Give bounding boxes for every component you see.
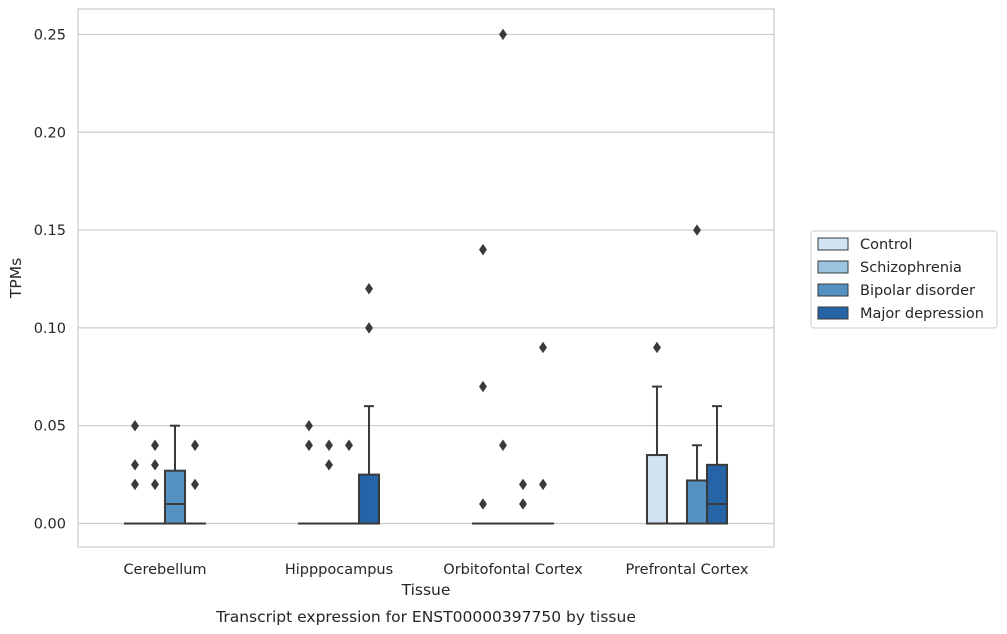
x-tick-label: Orbitofontal Cortex (443, 562, 583, 578)
outlier-point (479, 498, 487, 510)
outlier-point (151, 459, 159, 471)
outlier-point (365, 283, 373, 295)
outlier-point (151, 439, 159, 451)
outlier-point (539, 341, 547, 354)
outlier-point (151, 478, 159, 491)
outlier-point (499, 439, 507, 451)
box-body (686, 479, 709, 525)
outlier-point (345, 439, 353, 451)
y-axis-label: TPMs (7, 258, 25, 299)
legend-swatch-bipolar-disorder (817, 283, 849, 297)
outlier-point (653, 341, 661, 354)
legend-label: Major depression (860, 306, 984, 322)
x-axis-label: Tissue (401, 581, 451, 599)
outlier-point (479, 380, 487, 393)
outlier-points (131, 28, 701, 510)
outlier-point (693, 224, 701, 236)
outlier-point (479, 243, 487, 256)
legend-items: Control Schizophrenia Bipolar disorder Majo… (817, 237, 984, 322)
y-tick-label: 0.05 (34, 419, 66, 435)
outlier-point (365, 322, 373, 334)
box-body (358, 473, 381, 525)
figure-caption: Transcript expression for ENST0000039775… (215, 608, 636, 626)
y-axis-ticks: 0.00 0.05 0.10 0.15 0.20 0.25 (34, 27, 66, 532)
x-axis-ticks: Cerebellum Hipppocampus Orbitofontal Corte… (123, 562, 748, 578)
y-tick-label: 0.00 (34, 517, 66, 533)
outlier-point (131, 478, 139, 491)
box-body (645, 454, 668, 525)
legend-label: Bipolar disorder (860, 283, 975, 299)
legend-frame (810, 230, 998, 329)
box-body (706, 463, 729, 525)
x-tick-label: Cerebellum (123, 562, 206, 578)
y-tick-label: 0.15 (34, 223, 66, 239)
outlier-point (305, 419, 313, 432)
outlier-point (131, 459, 139, 471)
outlier-point (325, 459, 333, 471)
legend-label: Control (860, 237, 912, 253)
y-tick-label: 0.10 (34, 321, 66, 337)
outlier-point (519, 498, 527, 510)
box-control (645, 385, 668, 525)
outlier-point (191, 439, 199, 451)
legend: Control Schizophrenia Bipolar disorder Majo… (810, 230, 998, 329)
box-bipolar-disorder (164, 424, 187, 525)
box-bipolar-disorder (686, 444, 709, 525)
outlier-point (191, 478, 199, 491)
outlier-point (305, 439, 313, 451)
legend-swatch-major-depression (817, 306, 849, 320)
y-tick-label: 0.25 (34, 27, 66, 43)
legend-label: Schizophrenia (860, 260, 962, 276)
outlier-point (325, 439, 333, 451)
x-tick-label: Hipppocampus (285, 562, 393, 578)
box-major-depression (358, 405, 381, 525)
legend-swatch-schizophrenia (817, 260, 849, 274)
outlier-point (539, 478, 547, 491)
box-body (164, 469, 187, 525)
y-tick-label: 0.20 (34, 125, 66, 141)
outlier-point (499, 28, 507, 41)
legend-swatch-control (817, 237, 849, 251)
x-tick-label: Prefrontal Cortex (626, 562, 749, 578)
box-major-depression (706, 405, 729, 525)
outlier-point (131, 419, 139, 432)
boxes (123, 385, 729, 525)
plot-area (77, 8, 775, 548)
outlier-point (519, 478, 527, 491)
